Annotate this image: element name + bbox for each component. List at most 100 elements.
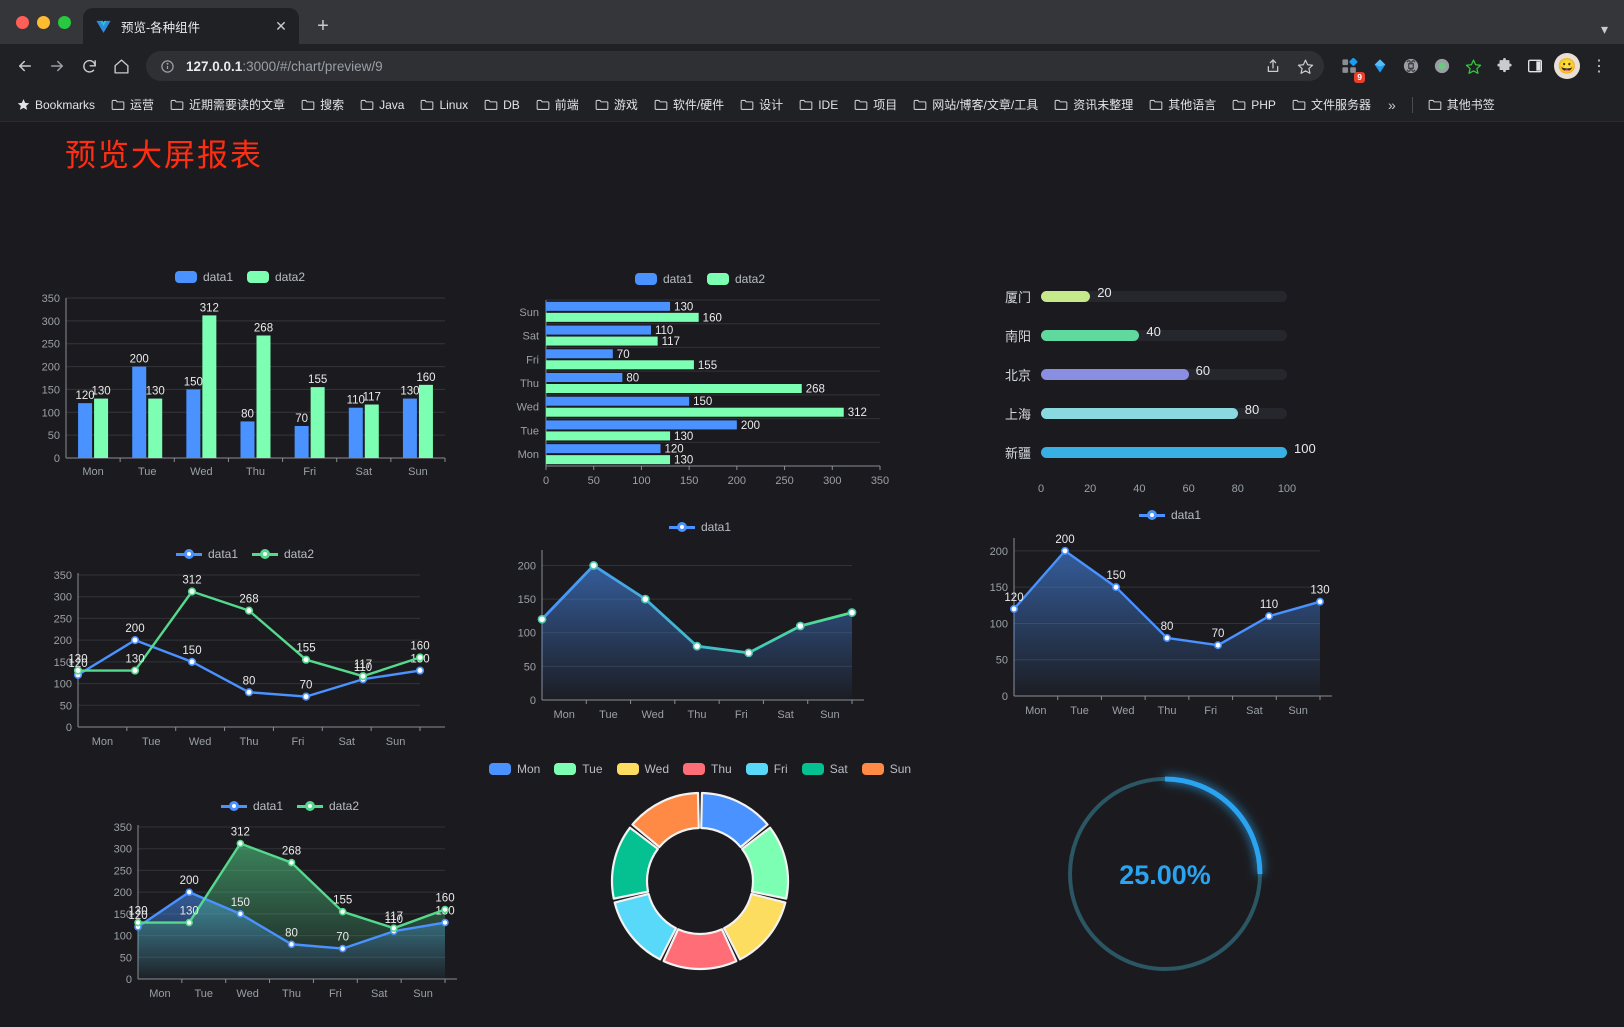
progress-row[interactable]: 上海 80 [985, 394, 1405, 433]
bookmark-folder[interactable]: 软件/硬件 [647, 92, 731, 117]
legend-item[interactable]: data2 [297, 799, 359, 813]
bookmark-folder[interactable]: 资讯未整理 [1047, 92, 1140, 117]
extensions-grid-icon[interactable]: 9 [1334, 51, 1365, 83]
green-dot-extension-icon[interactable] [1427, 51, 1457, 81]
progress-row[interactable]: 北京 60 [985, 355, 1405, 394]
svg-text:250: 250 [114, 865, 132, 877]
star-extension-icon[interactable] [1458, 51, 1488, 81]
diamond-extension-icon[interactable] [1365, 51, 1395, 81]
legend-item[interactable]: data2 [252, 547, 314, 561]
chart-bar-vertical[interactable]: data1 data2 0 50 100 150 200 250 300 350 Mon 120 13… [20, 270, 460, 500]
legend-item[interactable]: data1 [634, 272, 693, 286]
command-extension-icon[interactable] [1396, 51, 1426, 81]
close-window-button[interactable] [16, 15, 29, 29]
bookmark-folder[interactable]: 运营 [104, 92, 161, 117]
progress-row[interactable]: 厦门 20 [985, 277, 1405, 316]
progress-track[interactable]: 80 [1041, 402, 1287, 419]
chrome-menu-icon[interactable]: ⋮ [1591, 58, 1607, 75]
home-button[interactable] [106, 51, 136, 81]
legend-line-icon [175, 548, 202, 560]
legend-item[interactable]: Mon [488, 762, 540, 776]
legend-bar-horizontal[interactable]: data1 data2 [500, 272, 900, 286]
svg-text:268: 268 [282, 846, 301, 858]
legend-item[interactable]: data1 [668, 520, 731, 534]
progress-row[interactable]: 南阳 40 [985, 316, 1405, 355]
legend-area-stacked[interactable]: data1 data2 [90, 799, 490, 813]
bookmark-folder[interactable]: IDE [792, 94, 845, 116]
legend-item[interactable]: Tue [554, 762, 603, 776]
legend-area-blue[interactable]: data1 [970, 508, 1370, 522]
chart-donut[interactable]: Mon Tue Wed Thu Fri Sat Sun [488, 762, 911, 1002]
legend-line-gradient[interactable]: data1 [500, 520, 900, 534]
browser-tab[interactable]: 预览-各种组件 ✕ [83, 8, 299, 44]
legend-item[interactable]: Sat [801, 762, 848, 776]
legend-item[interactable]: data1 [174, 270, 233, 284]
puzzle-extension-icon[interactable] [1489, 51, 1519, 81]
chart-line-basic[interactable]: data1 data2 0 50 100 150 200 250 300 350 Mon Tue We… [30, 547, 460, 762]
chart-line-gradient[interactable]: data1 0 50 100 150 200 Mon Tue Wed Thu Fri Sat Sun [500, 520, 900, 740]
chart-gauge[interactable]: 25.00% [1045, 752, 1285, 1002]
legend-item[interactable]: Wed [616, 762, 669, 776]
chart-area-stacked[interactable]: data1 data2 0 50 100 150 200 250 300 350 Mon Tue We… [90, 799, 490, 1014]
bookmark-star-icon[interactable] [1290, 51, 1320, 81]
progress-track[interactable]: 100 [1041, 441, 1316, 458]
profile-avatar[interactable]: 😀 [1554, 53, 1580, 79]
legend-donut[interactable]: Mon Tue Wed Thu Fri Sat Sun [488, 762, 911, 776]
share-glyph [1267, 59, 1279, 72]
legend-item[interactable]: Thu [683, 762, 732, 776]
back-button[interactable] [10, 51, 40, 81]
bookmark-folder[interactable]: 近期需要读的文章 [163, 92, 292, 117]
legend-item[interactable]: data2 [247, 270, 305, 284]
legend-line-basic[interactable]: data1 data2 [30, 547, 460, 561]
bar-vertical-svg: 050100150200250300350Mon120130Tue200130W… [42, 293, 446, 478]
bookmark-folder[interactable]: 搜索 [294, 92, 351, 117]
chart-area-blue[interactable]: data1 0 50 100 150 200 Mon Tue Wed Thu Fri Sat Sun 1… [970, 508, 1370, 728]
progress-track[interactable]: 60 [1041, 363, 1287, 380]
tab-close-icon[interactable]: ✕ [275, 18, 287, 34]
bookmark-folder[interactable]: PHP [1225, 94, 1283, 116]
bookmarks-overflow-icon[interactable]: » [1387, 96, 1396, 113]
reload-button[interactable] [74, 51, 104, 81]
bookmark-folder-label: 项目 [873, 98, 898, 112]
bookmark-folder[interactable]: 游戏 [588, 92, 645, 117]
legend-bar-vertical[interactable]: data1 data2 [20, 270, 460, 284]
forward-button[interactable] [42, 51, 72, 81]
svg-text:Wed: Wed [190, 466, 212, 478]
chevron-down-icon[interactable]: ▾ [1600, 21, 1608, 37]
address-bar[interactable]: 127.0.0.1:3000/#/chart/preview/9 [146, 51, 1324, 81]
chart-bar-horizontal[interactable]: data1 data2 0 50 100 150 200 250 300 350 Mon 120 13… [500, 272, 900, 502]
new-tab-button[interactable]: + [317, 14, 329, 37]
other-bookmarks-folder[interactable]: 其他书签 [1421, 92, 1502, 117]
share-icon[interactable] [1258, 51, 1288, 81]
bookmark-folder[interactable]: 设计 [733, 92, 790, 117]
bookmark-folder[interactable]: 其他语言 [1142, 92, 1223, 117]
svg-text:Wed: Wed [517, 402, 539, 414]
progress-row[interactable]: 新疆 100 [985, 433, 1405, 472]
legend-item[interactable]: data1 [1138, 508, 1201, 522]
bookmark-folder[interactable]: 前端 [529, 92, 586, 117]
legend-item[interactable]: data1 [220, 799, 283, 813]
bookmark-folder-label: 文件服务器 [1310, 98, 1371, 112]
bookmark-root[interactable]: Bookmarks [10, 94, 102, 116]
chart-progress-bars[interactable]: 厦门 20 南阳 40 北京 60 上海 80 新疆 100 0 20 40 60 80 100 [985, 277, 1405, 517]
bookmark-folder[interactable]: 文件服务器 [1285, 92, 1378, 117]
info-icon[interactable] [160, 59, 175, 74]
legend-item[interactable]: data1 [175, 547, 238, 561]
legend-swatch-icon [616, 763, 639, 775]
sidebar-toggle-icon[interactable] [1520, 51, 1550, 81]
legend-item[interactable]: Sun [861, 762, 911, 776]
svg-text:150: 150 [990, 582, 1008, 594]
legend-item[interactable]: data2 [707, 272, 765, 286]
bookmark-folder[interactable]: Java [353, 94, 411, 116]
minimize-window-button[interactable] [37, 15, 50, 29]
progress-track[interactable]: 40 [1041, 324, 1287, 341]
bookmark-folder[interactable]: 项目 [847, 92, 904, 117]
bookmark-folder[interactable]: Linux [413, 94, 475, 116]
bookmark-folder[interactable]: 网站/博客/文章/工具 [906, 92, 1045, 117]
progress-track[interactable]: 20 [1041, 285, 1287, 302]
bookmark-folder[interactable]: DB [477, 94, 527, 116]
svg-text:150: 150 [693, 396, 712, 408]
legend-item[interactable]: Fri [745, 762, 788, 776]
svg-text:155: 155 [333, 895, 352, 907]
maximize-window-button[interactable] [58, 15, 71, 29]
